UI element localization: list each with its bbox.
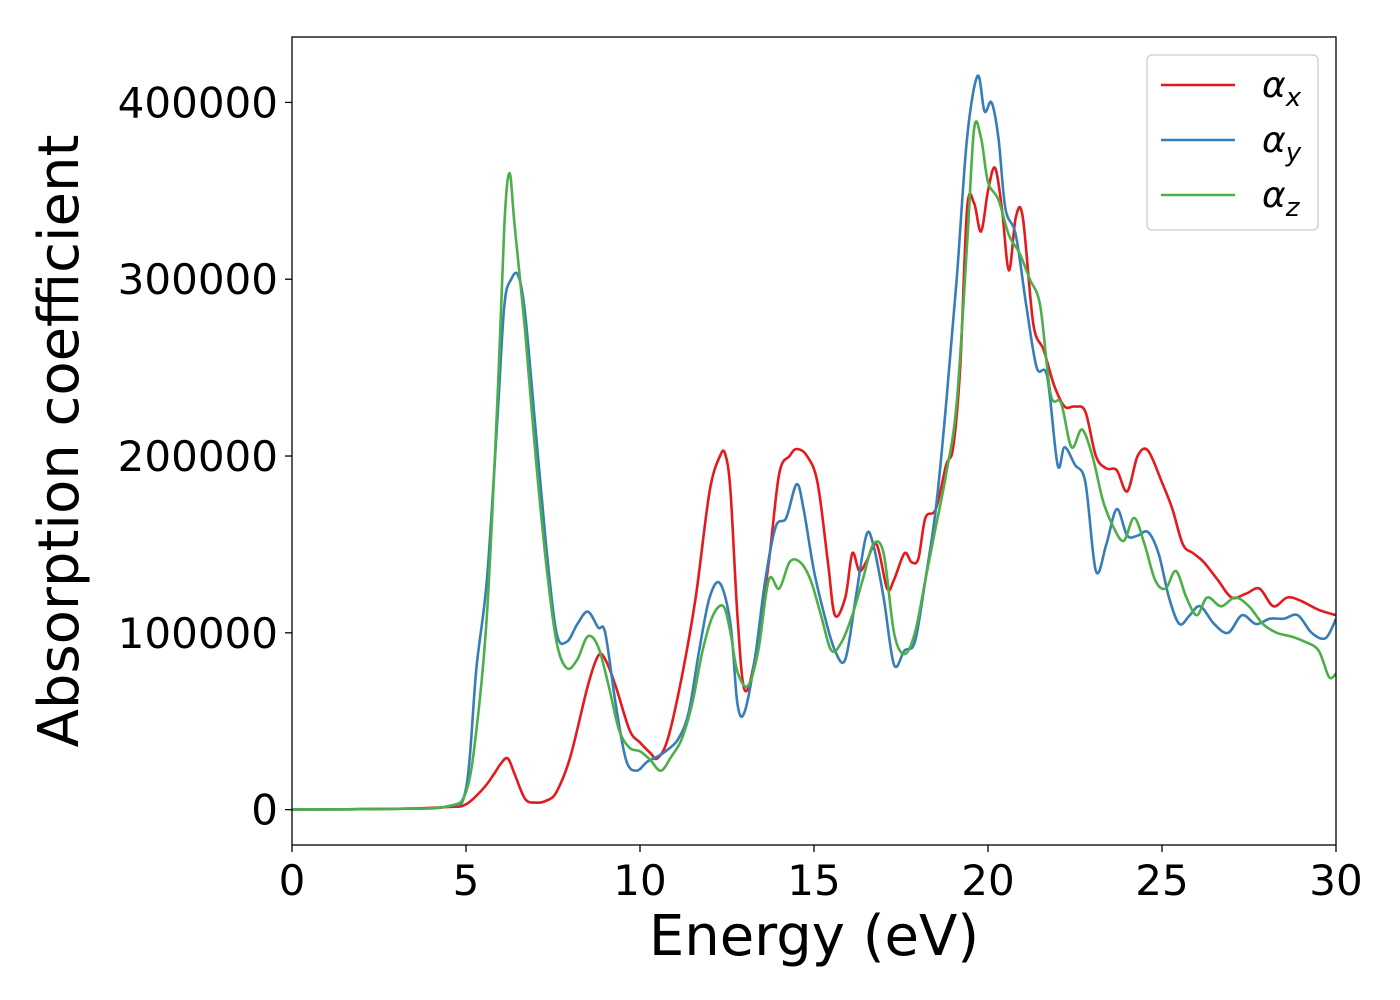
- legend-label-z: αz: [1262, 175, 1301, 223]
- series-line-x: [292, 166, 1336, 811]
- x-tick-label: 10: [613, 856, 666, 905]
- y-tick-label: 300000: [118, 255, 278, 304]
- x-tick-label: 0: [279, 856, 306, 905]
- y-axis-title: Absorption coefficient: [27, 135, 92, 748]
- x-tick-label: 5: [453, 856, 480, 905]
- legend: αx αy αz: [1146, 54, 1319, 231]
- y-tick-label: 0: [251, 786, 278, 835]
- y-axis-ticks: 0 100000 200000 300000 400000: [118, 78, 292, 835]
- legend-label-y: αy: [1262, 120, 1302, 168]
- y-tick-label: 400000: [118, 78, 278, 127]
- y-tick-label: 100000: [118, 609, 278, 658]
- x-axis-ticks: 0 5 10 15 20 25 30: [279, 845, 1363, 905]
- x-tick-label: 15: [787, 856, 840, 905]
- x-axis-title: Energy (eV): [649, 904, 979, 969]
- legend-label-x: αx: [1262, 65, 1302, 113]
- series-layer: [292, 74, 1336, 811]
- y-tick-label: 200000: [118, 432, 278, 481]
- series-line-z: [292, 120, 1336, 811]
- x-tick-label: 20: [961, 856, 1014, 905]
- legend-box: [1146, 54, 1319, 231]
- x-tick-label: 25: [1135, 856, 1188, 905]
- series-line-y: [292, 74, 1336, 811]
- x-tick-label: 30: [1309, 856, 1362, 905]
